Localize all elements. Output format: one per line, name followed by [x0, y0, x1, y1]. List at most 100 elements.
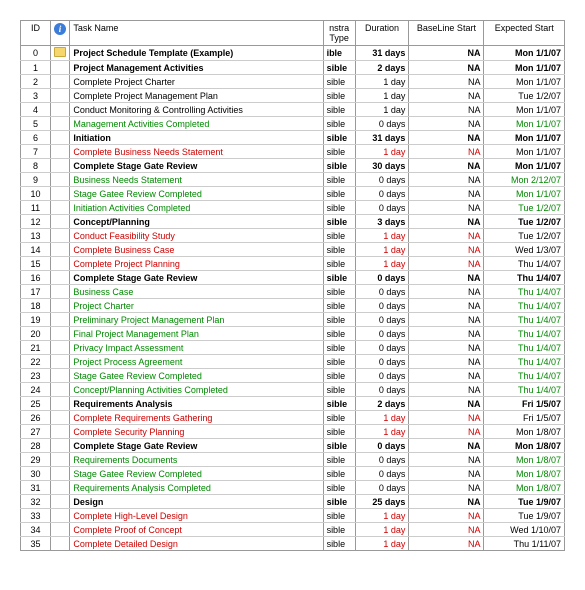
cell-baseline: NA	[409, 159, 484, 173]
table-row[interactable]: 6Initiationsible31 daysNAMon 1/1/07	[21, 131, 565, 145]
cell-task: Complete Detailed Design	[70, 537, 323, 551]
cell-expected: Mon 1/8/07	[484, 439, 565, 453]
cell-icon	[51, 243, 70, 257]
table-row[interactable]: 29Requirements Documentssible0 daysNAMon…	[21, 453, 565, 467]
cell-duration: 31 days	[355, 131, 409, 145]
cell-id: 4	[21, 103, 51, 117]
cell-task: Requirements Analysis	[70, 397, 323, 411]
cell-baseline: NA	[409, 131, 484, 145]
cell-duration: 3 days	[355, 215, 409, 229]
cell-task: Complete Stage Gate Review	[70, 159, 323, 173]
header-id[interactable]: ID	[21, 21, 51, 46]
cell-duration: 0 days	[355, 285, 409, 299]
cell-id: 12	[21, 215, 51, 229]
cell-task: Conduct Monitoring & Controlling Activit…	[70, 103, 323, 117]
table-row[interactable]: 20Final Project Management Plansible0 da…	[21, 327, 565, 341]
cell-duration: 1 day	[355, 103, 409, 117]
table-row[interactable]: 9Business Needs Statementsible0 daysNAMo…	[21, 173, 565, 187]
cell-expected: Thu 1/4/07	[484, 383, 565, 397]
cell-baseline: NA	[409, 46, 484, 61]
cell-baseline: NA	[409, 509, 484, 523]
cell-icon	[51, 313, 70, 327]
cell-type: sible	[323, 425, 355, 439]
cell-icon	[51, 173, 70, 187]
table-row[interactable]: 30Stage Gatee Review Completedsible0 day…	[21, 467, 565, 481]
table-row[interactable]: 13Conduct Feasibility Studysible1 dayNAT…	[21, 229, 565, 243]
table-row[interactable]: 33Complete High-Level Designsible1 dayNA…	[21, 509, 565, 523]
cell-id: 2	[21, 75, 51, 89]
cell-duration: 1 day	[355, 243, 409, 257]
cell-baseline: NA	[409, 537, 484, 551]
table-row[interactable]: 5Management Activities Completedsible0 d…	[21, 117, 565, 131]
cell-duration: 1 day	[355, 229, 409, 243]
cell-expected: Mon 1/8/07	[484, 467, 565, 481]
cell-id: 10	[21, 187, 51, 201]
cell-id: 29	[21, 453, 51, 467]
cell-expected: Mon 2/12/07	[484, 173, 565, 187]
table-row[interactable]: 4 Conduct Monitoring & Controlling Activi…	[21, 103, 565, 117]
header-duration[interactable]: Duration	[355, 21, 409, 46]
info-icon: i	[54, 23, 66, 35]
table-row[interactable]: 3Complete Project Management Plansible1 …	[21, 89, 565, 103]
cell-task: Complete Project Management Plan	[70, 89, 323, 103]
table-row[interactable]: 2Complete Project Chartersible1 dayNAMon…	[21, 75, 565, 89]
table-row[interactable]: 31Requirements Analysis Completedsible0 …	[21, 481, 565, 495]
cell-duration: 0 days	[355, 453, 409, 467]
table-row[interactable]: 15Complete Project Planningsible1 dayNAT…	[21, 257, 565, 271]
header-icon[interactable]: i	[51, 21, 70, 46]
cell-id: 19	[21, 313, 51, 327]
header-baseline[interactable]: BaseLine Start	[409, 21, 484, 46]
cell-task: Final Project Management Plan	[70, 327, 323, 341]
cell-task: Complete Security Planning	[70, 425, 323, 439]
cell-baseline: NA	[409, 327, 484, 341]
table-row[interactable]: 24Concept/Planning Activities Completeds…	[21, 383, 565, 397]
table-row[interactable]: 35Complete Detailed Designsible1 dayNATh…	[21, 537, 565, 551]
table-row[interactable]: 10Stage Gatee Review Completedsible0 day…	[21, 187, 565, 201]
table-row[interactable]: 26Complete Requirements Gatheringsible1 …	[21, 411, 565, 425]
table-row[interactable]: 21Privacy Impact Assessmentsible0 daysNA…	[21, 341, 565, 355]
table-row[interactable]: 1Project Management Activitiessible2 day…	[21, 61, 565, 75]
cell-type: sible	[323, 75, 355, 89]
cell-baseline: NA	[409, 383, 484, 397]
cell-duration: 2 days	[355, 61, 409, 75]
cell-task: Requirements Documents	[70, 453, 323, 467]
table-row[interactable]: 23Stage Gatee Review Completedsible0 day…	[21, 369, 565, 383]
table-row[interactable]: 32Designsible25 daysNATue 1/9/07	[21, 495, 565, 509]
header-expected[interactable]: Expected Start	[484, 21, 565, 46]
cell-duration: 1 day	[355, 411, 409, 425]
cell-id: 32	[21, 495, 51, 509]
cell-duration: 0 days	[355, 187, 409, 201]
table-row[interactable]: 7Complete Business Needs Statementsible1…	[21, 145, 565, 159]
cell-task: Complete Requirements Gathering	[70, 411, 323, 425]
table-row[interactable]: 28Complete Stage Gate Reviewsible0 daysN…	[21, 439, 565, 453]
cell-duration: 0 days	[355, 313, 409, 327]
table-row[interactable]: 11Initiation Activities Completedsible0 …	[21, 201, 565, 215]
cell-id: 21	[21, 341, 51, 355]
header-task[interactable]: Task Name	[70, 21, 323, 46]
cell-type: sible	[323, 523, 355, 537]
cell-id: 18	[21, 299, 51, 313]
cell-baseline: NA	[409, 271, 484, 285]
cell-type: sible	[323, 411, 355, 425]
table-row[interactable]: 22Project Process Agreementsible0 daysNA…	[21, 355, 565, 369]
table-row[interactable]: 19Preliminary Project Management Plansib…	[21, 313, 565, 327]
cell-expected: Thu 1/4/07	[484, 341, 565, 355]
cell-baseline: NA	[409, 145, 484, 159]
table-row[interactable]: 8Complete Stage Gate Reviewsible30 daysN…	[21, 159, 565, 173]
table-row[interactable]: 27Complete Security Planningsible1 dayNA…	[21, 425, 565, 439]
header-type[interactable]: nstra Type	[323, 21, 355, 46]
table-row[interactable]: 14Complete Business Casesible1 dayNAWed …	[21, 243, 565, 257]
table-row[interactable]: 12Concept/Planningsible3 daysNATue 1/2/0…	[21, 215, 565, 229]
cell-expected: Thu 1/4/07	[484, 285, 565, 299]
table-row[interactable]: 34Complete Proof of Conceptsible1 dayNAW…	[21, 523, 565, 537]
cell-duration: 0 days	[355, 327, 409, 341]
table-row[interactable]: 16Complete Stage Gate Reviewsible0 daysN…	[21, 271, 565, 285]
cell-id: 1	[21, 61, 51, 75]
table-row[interactable]: 25Requirements Analysissible2 daysNAFri …	[21, 397, 565, 411]
cell-id: 0	[21, 46, 51, 61]
table-row[interactable]: 18Project Chartersible0 daysNAThu 1/4/07	[21, 299, 565, 313]
cell-type: sible	[323, 285, 355, 299]
table-row[interactable]: 0Project Schedule Template (Example)ible…	[21, 46, 565, 61]
table-row[interactable]: 17Business Casesible0 daysNAThu 1/4/07	[21, 285, 565, 299]
cell-type: sible	[323, 495, 355, 509]
